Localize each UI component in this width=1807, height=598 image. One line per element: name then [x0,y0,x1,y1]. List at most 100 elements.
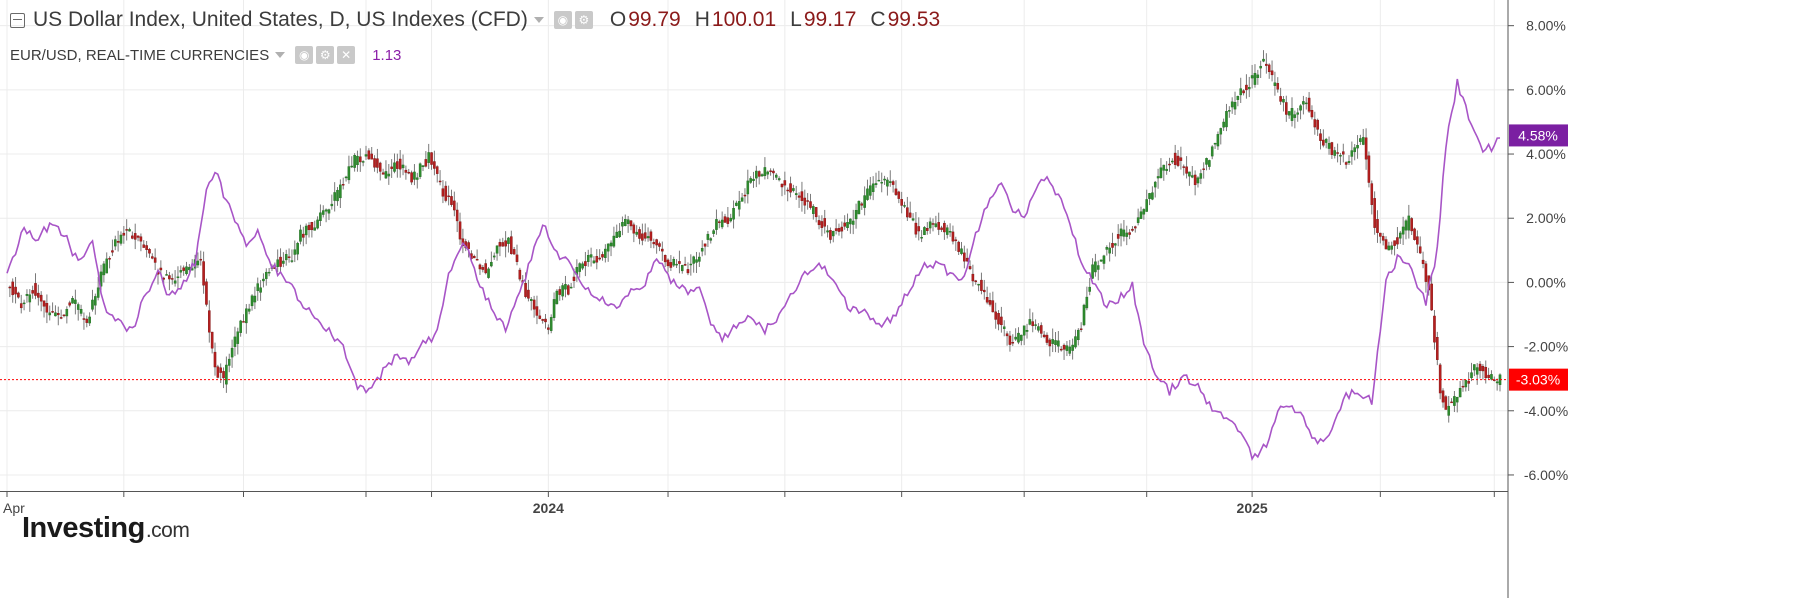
candle-down [219,367,222,373]
chevron-down-icon[interactable] [275,52,286,58]
candle-down [1000,316,1003,326]
candle-up [1082,304,1086,326]
candle-down [800,191,804,201]
candle-down [860,203,864,206]
candle-down [769,170,772,172]
candle-down [153,257,157,263]
candle-up [1091,264,1094,279]
candle-down [809,201,812,208]
candle-down [663,255,667,263]
candle-down [1336,152,1339,154]
candle-down [527,289,530,299]
candle-up [1190,175,1194,178]
candle-up [549,317,553,331]
candle-down [410,172,413,183]
candle-down [598,257,601,260]
candle-up [319,212,322,222]
candle-up [259,287,262,293]
candle-down [940,227,943,230]
close-key: C [870,8,886,31]
candle-down [1322,139,1325,146]
candle-up [561,285,564,297]
y-tick-label: -2.00% [1524,339,1568,355]
candle-up [1057,340,1060,347]
candle-up [720,219,724,228]
candle-down [897,191,901,199]
candle-up [1034,324,1037,326]
candle-up [1387,245,1391,251]
candle-up [945,227,949,235]
candle-down [658,243,661,247]
settings-gear-icon[interactable]: ⚙ [316,46,335,64]
candle-up [393,162,396,172]
candle-down [17,292,20,298]
candle-down [1493,379,1496,381]
candle-down [1168,163,1171,166]
x-tick-label: Apr [3,500,25,516]
candle-down [1270,70,1274,76]
candle-down [655,239,658,246]
candle-down [478,264,482,270]
axes: 8.00% 6.00% 4.00% 2.00% 0.00% -2.00% -4.00% -6.… [0,0,1568,598]
candle-up [1068,346,1072,354]
candle-up [347,166,351,181]
candle-down [718,221,721,223]
candle-down [222,371,225,379]
candle-up [692,256,695,264]
candle-up [1054,340,1057,346]
candle-up [99,271,103,287]
settings-gear-icon[interactable]: ⚙ [574,11,593,29]
candle-up [1250,75,1254,79]
candle-up [88,316,91,324]
candle-up [888,181,892,183]
candle-up [1222,121,1225,128]
candle-down [62,314,66,317]
candle-up [333,192,336,201]
candle-down [1185,166,1188,174]
main-series-title: US Dollar Index, United States, D, US In… [33,8,528,31]
candle-up [1156,176,1160,179]
candle-down [1048,339,1052,347]
candle-down [34,283,37,296]
open-key: O [609,8,627,31]
candle-up [1153,181,1157,188]
candle-down [376,158,379,168]
candle-up [612,235,616,247]
candle-up [1085,296,1089,309]
candle-down [1011,342,1015,344]
candle-down [1045,334,1049,343]
chevron-down-icon[interactable] [533,17,544,23]
visibility-eye-icon[interactable]: ◉ [295,46,314,64]
candle-down [971,273,975,282]
candle-down [1179,157,1183,161]
candle-up [869,185,872,196]
candle-up [427,152,430,163]
candle-down [51,311,54,313]
candle-up [948,231,952,233]
candle-down [68,302,71,306]
candle-down [1008,335,1012,345]
candle-up [851,220,855,225]
candle-up [304,225,308,236]
candle-down [957,241,960,252]
candle-up [91,299,94,310]
candle-up [76,304,80,310]
close-icon[interactable]: ✕ [337,46,356,64]
candle-down [572,276,576,281]
candle-up [119,234,123,244]
collapse-icon[interactable] [10,12,25,28]
candle-up [1142,209,1146,215]
candle-down [1478,363,1482,371]
candle-up [1282,99,1285,103]
last-price-badge [1509,368,1568,391]
candle-down [1416,236,1419,245]
candle-up [1022,325,1026,336]
candle-up [1293,114,1297,118]
visibility-eye-icon[interactable]: ◉ [553,11,572,29]
candle-up [911,218,915,221]
candle-down [136,235,140,238]
candle-down [743,194,747,197]
candle-up [230,347,234,358]
candle-down [433,161,436,169]
